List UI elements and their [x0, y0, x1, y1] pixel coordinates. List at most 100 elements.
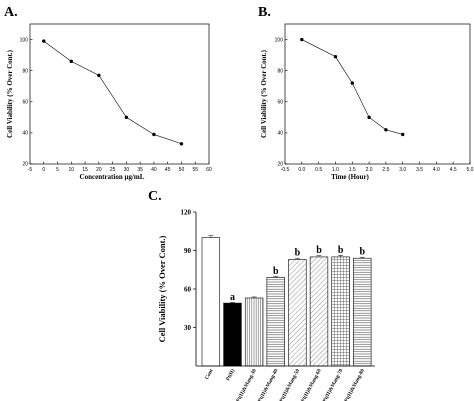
panel-a: A. 20 40 60 80 100 -5 0 5 10 15 20 25 30 35 40 45 50 55 6… [4, 5, 212, 181]
panel-c-ylabel: Cell Viability (% Over Cont.) [157, 235, 167, 342]
panel-c-error-bar [338, 255, 344, 257]
panel-a-ytick-label: 80 [22, 68, 28, 74]
panel-c-significance-label: b [359, 247, 365, 258]
panel-c-bar [244, 297, 264, 367]
panel-b-data-point [384, 128, 388, 132]
panel-c-significance-label: b [295, 248, 301, 259]
panel-a-xtick-label: 30 [124, 167, 130, 173]
panel-b-xticks: -0.5 0.0 0.5 1.0 1.5 2.0 2.5 3.0 3.5 4.0 4.5 5.0 [281, 161, 474, 173]
panel-a-xtick-label: -5 [28, 167, 33, 173]
panel-c-bar [309, 256, 329, 367]
panel-a-data-point [97, 73, 101, 78]
panel-c-bar [288, 259, 307, 367]
panel-b-ytick-label: 40 [277, 131, 283, 137]
panel-a-data-point [152, 132, 156, 137]
panel-b-ylabel: Cell Viability (% Over Cont.) [260, 49, 268, 138]
panel-c-bar [331, 256, 350, 367]
panel-a-xtick-label: 15 [82, 167, 88, 173]
panel-c-significance-label: a [230, 292, 235, 303]
panel-c-ytick-label: 90 [184, 247, 192, 255]
panel-b-label: B. [258, 5, 271, 20]
panel-c-category-label: Pt(II)&Mang-50 [278, 367, 302, 401]
panel-a-xticks: -5 0 5 10 15 20 25 30 35 40 45 50 55 60 [28, 161, 212, 173]
panel-b-xtick-label: 4.5 [450, 167, 457, 173]
panel-a-xlabel: Concentration µg/mL [80, 173, 145, 181]
panel-b-plot-frame [284, 23, 471, 165]
panel-c-category-label: Pt(II)&Mang-40 [256, 367, 280, 401]
panel-a-ylabel: Cell Viability (% Over Cont.) [6, 49, 14, 138]
panel-a-series [42, 39, 184, 146]
panel-a-xtick-label: 20 [96, 167, 102, 173]
panel-c-category-label: Pt(II)&Mang-30 [235, 367, 259, 401]
panel-b-series [300, 37, 405, 137]
panel-c-error-bar [229, 302, 235, 304]
panel-b-xtick-label: 1.0 [332, 167, 339, 173]
panel-c-category-label: Pt(II)&Mang-70 [321, 367, 345, 401]
panel-c-error-bar [208, 235, 214, 238]
panel-b: B. 20 40 60 80 100 -0.5 0.0 0.5 1.0 1.5 2.0 2.5 3.0… [258, 5, 474, 181]
panel-c-bars: a b b b b b [201, 235, 372, 367]
panel-b-xtick-label: 1.5 [349, 167, 356, 173]
panel-a-xtick-label: 35 [137, 167, 143, 173]
panel-b-data-point [401, 132, 405, 137]
panel-b-xtick-label: -0.5 [281, 167, 290, 173]
panel-b-data-point [367, 115, 371, 120]
panel-c-ytick-label: 120 [181, 209, 192, 217]
panel-b-ytick-label: 80 [277, 68, 283, 74]
panel-c-ytick-label: 30 [184, 324, 192, 332]
panel-c-bar [353, 257, 372, 367]
panel-a-xtick-label: 50 [179, 167, 185, 173]
panel-b-xtick-label: 2.0 [366, 167, 373, 173]
panel-a-xtick-label: 0 [42, 167, 45, 173]
panel-c-category-label: Pt(II) [224, 367, 236, 381]
panel-a-xtick-label: 10 [69, 167, 75, 173]
panel-c-error-bar [294, 257, 300, 260]
panel-b-ytick-label: 20 [277, 162, 283, 168]
panel-c-error-bar [359, 256, 365, 259]
panel-b-data-point [300, 37, 304, 42]
panel-a-plot-frame [29, 23, 210, 165]
panel-c-bar [266, 277, 285, 367]
panel-a-xtick-label: 5 [56, 167, 59, 173]
panel-a-data-point [124, 115, 129, 120]
panel-c-error-bar [273, 276, 279, 278]
panel-b-series-line [301, 39, 403, 135]
panel-b-ytick-label: 60 [277, 99, 283, 105]
panel-b-xtick-label: 3.5 [416, 167, 423, 173]
panel-c-significance-label: b [316, 245, 322, 256]
panel-b-xtick-label: 4.0 [433, 167, 440, 173]
panel-a-data-point [69, 59, 74, 64]
panel-a-xtick-label: 55 [192, 167, 198, 173]
panel-b-xtick-label: 0.0 [298, 167, 305, 173]
panel-a-ytick-label: 100 [20, 37, 29, 43]
panel-a-xtick-label: 45 [165, 167, 171, 173]
panel-a-ytick-label: 60 [22, 99, 28, 105]
panel-c-error-bar [251, 296, 257, 298]
panel-b-yticks: 20 40 60 80 100 [275, 37, 288, 168]
panel-a-xtick-label: 60 [206, 167, 212, 173]
panel-a-data-point [42, 39, 46, 43]
panel-c-category-label: Cont [204, 368, 215, 381]
panel-b-xlabel: Time (Hour) [331, 173, 369, 181]
panel-b-xtick-label: 3.0 [399, 167, 406, 173]
panel-c-bar [201, 237, 221, 367]
panel-c-significance-label: b [338, 245, 344, 256]
panel-c-bar [223, 302, 242, 367]
panel-b-xtick-label: 0.5 [315, 167, 322, 173]
panel-c-ytick-label: 60 [184, 286, 192, 294]
panel-c-categories: Cont Pt(II) Pt(II)&Mang-30 Pt(II)&Mang-40 Pt… [204, 367, 366, 401]
panel-a-label: A. [4, 5, 18, 20]
panel-c-yticks: 30 60 90 120 [181, 209, 196, 332]
panel-b-data-point [333, 54, 338, 59]
panel-a-yticks: 20 40 60 80 100 [20, 37, 33, 168]
panel-c-category-label: Pt(II)&Mang-60 [299, 367, 323, 401]
panel-a-xtick-label: 25 [110, 167, 116, 173]
panel-c-category-label: Pt(II)&Mang-80 [343, 367, 367, 401]
panel-b-xtick-label: 2.5 [382, 167, 389, 173]
panel-a-xtick-label: 40 [151, 167, 157, 173]
panel-c-label: C. [148, 189, 162, 204]
panel-c-error-bar [316, 255, 322, 257]
panel-a-ytick-label: 20 [22, 162, 28, 168]
panel-a-data-point [179, 142, 184, 146]
